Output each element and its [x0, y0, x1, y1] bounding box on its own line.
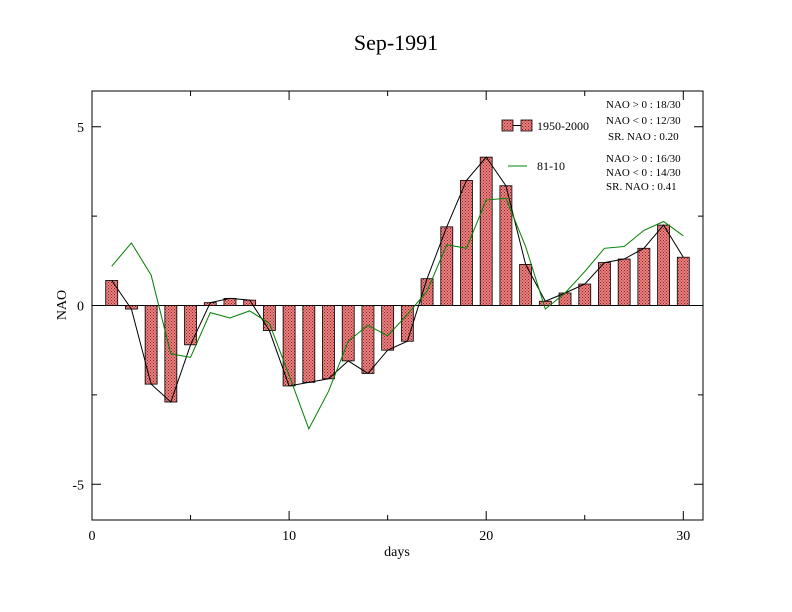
y-tick-label: 5 — [77, 121, 84, 136]
y-tick-label: -5 — [72, 478, 84, 493]
x-tick-label: 30 — [676, 529, 690, 544]
legend-stats-81-10: NAO > 0 : 16/30 NAO < 0 : 14/30 SR. NAO … — [606, 153, 681, 193]
legend-stats-1950-2000: NAO > 0 : 18/30 NAO < 0 : 12/30 SR. NAO … — [606, 99, 681, 143]
x-tick-label: 0 — [89, 529, 96, 544]
legend-label-1950-2000: 1950-2000 — [537, 119, 589, 133]
legend-label-81-10: 81-10 — [537, 159, 565, 173]
bar-day-5 — [184, 305, 197, 346]
bar-day-12 — [322, 305, 335, 380]
y-axis-label: NAO — [55, 290, 70, 320]
bar-day-27 — [617, 258, 631, 306]
bar-day-30 — [676, 256, 690, 306]
chart-title: Sep-1991 — [354, 30, 438, 55]
bar-day-29 — [657, 224, 670, 306]
legend: 1950-2000 81-10 NAO > 0 : 18/30 NAO < 0 … — [501, 99, 681, 193]
stat-line: NAO > 0 : 16/30 — [606, 153, 681, 165]
x-axis-label: days — [384, 545, 410, 560]
legend-entry-1950-2000: 1950-2000 — [501, 119, 589, 133]
bar-day-9 — [262, 305, 276, 331]
bar-day-28 — [637, 247, 651, 306]
series-line-1950-2000 — [111, 156, 684, 403]
bar-day-16 — [400, 305, 414, 342]
bar-day-15 — [381, 305, 395, 351]
legend-bar-swatch — [520, 119, 533, 132]
bar-day-23 — [538, 300, 552, 306]
stat-line: NAO < 0 : 12/30 — [606, 115, 681, 127]
bar-day-25 — [578, 283, 592, 306]
stat-line: SR. NAO : 0.20 — [608, 131, 679, 143]
bar-day-11 — [302, 305, 316, 383]
plot-area: 0 10 20 30 -5 0 5 — [72, 90, 704, 544]
stat-line: NAO < 0 : 14/30 — [606, 167, 681, 179]
bar-day-19 — [460, 179, 473, 306]
stat-line: NAO > 0 : 18/30 — [606, 99, 681, 111]
legend-bar-swatch — [501, 119, 514, 132]
bar-day-3 — [144, 305, 158, 385]
bar-day-20 — [479, 156, 493, 306]
y-tick-label: 0 — [77, 300, 84, 315]
bar-day-1 — [105, 280, 119, 306]
bar-day-22 — [519, 263, 533, 306]
legend-entry-81-10: 81-10 — [508, 159, 565, 173]
bar-day-26 — [598, 262, 611, 306]
bar-day-14 — [361, 305, 375, 374]
x-tick-label: 10 — [282, 529, 296, 544]
series-line-81-10 — [111, 197, 684, 431]
stat-line: SR. NAO : 0.41 — [606, 181, 677, 193]
x-tick-label: 20 — [479, 529, 493, 544]
